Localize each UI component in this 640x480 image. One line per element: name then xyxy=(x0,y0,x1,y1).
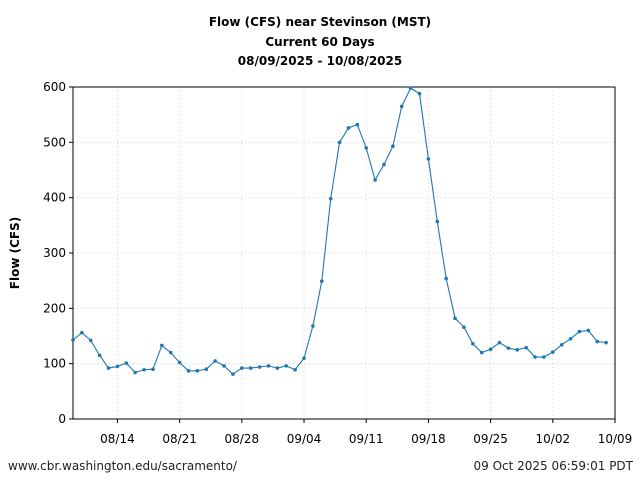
data-point xyxy=(533,355,537,359)
x-tick-label: 08/14 xyxy=(100,432,135,446)
data-point xyxy=(328,196,333,201)
data-point xyxy=(177,360,182,365)
data-point xyxy=(293,367,297,372)
y-tick-label: 600 xyxy=(43,80,66,94)
data-point xyxy=(506,346,511,350)
data-point xyxy=(160,343,164,348)
data-point xyxy=(391,144,395,149)
data-point xyxy=(595,339,600,344)
data-point xyxy=(97,353,102,358)
data-point xyxy=(284,364,289,368)
axes xyxy=(69,86,616,423)
data-point xyxy=(444,276,448,281)
data-point xyxy=(151,367,155,372)
x-tick-label: 08/28 xyxy=(225,432,260,446)
data-point xyxy=(586,328,591,333)
data-point xyxy=(231,372,235,376)
data-point xyxy=(577,329,582,334)
data-point xyxy=(604,340,608,345)
series-group xyxy=(71,86,608,376)
data-point xyxy=(524,345,528,350)
chart-title-line-2: Current 60 Days xyxy=(265,35,375,49)
data-point xyxy=(568,336,573,341)
data-point xyxy=(453,316,457,321)
data-point xyxy=(142,367,146,372)
y-axis-label: Flow (CFS) xyxy=(8,217,22,289)
data-point xyxy=(417,91,422,96)
data-point xyxy=(213,359,217,363)
data-point xyxy=(168,350,173,355)
data-point xyxy=(497,340,502,345)
data-point xyxy=(355,122,360,127)
data-point xyxy=(106,366,111,370)
chart-title-line-3: 08/09/2025 - 10/08/2025 xyxy=(237,54,403,68)
data-point xyxy=(222,364,226,368)
data-point xyxy=(542,355,546,359)
data-point xyxy=(195,369,200,373)
data-point xyxy=(204,367,209,372)
data-point xyxy=(337,140,342,145)
data-point xyxy=(240,366,244,370)
y-tick-label: 0 xyxy=(58,412,66,426)
data-point xyxy=(115,364,120,369)
data-point xyxy=(373,178,377,182)
data-point xyxy=(559,343,564,347)
plot-frame xyxy=(72,86,616,420)
chart-title-line-1: Flow (CFS) near Stevinson (MST) xyxy=(208,15,432,29)
data-point xyxy=(124,361,129,365)
y-tick-label: 100 xyxy=(43,357,66,371)
data-point xyxy=(257,365,262,369)
x-tick-label: 09/04 xyxy=(287,432,322,446)
data-point xyxy=(302,356,306,360)
series-line xyxy=(72,87,607,375)
tick-labels: 0 100 200 300 400 500 600 08/14 08/21 08/28 09/04 0… xyxy=(43,80,632,446)
data-point xyxy=(248,366,253,370)
data-point xyxy=(471,341,475,346)
x-tick-label: 10/09 xyxy=(598,432,633,446)
data-point xyxy=(382,162,386,167)
y-tick-label: 500 xyxy=(43,135,66,149)
data-point xyxy=(435,219,440,224)
data-point xyxy=(488,347,493,352)
data-point xyxy=(426,157,431,161)
data-point xyxy=(408,86,413,90)
data-point xyxy=(479,350,484,355)
x-tick-label: 08/21 xyxy=(162,432,197,446)
y-tick-label: 200 xyxy=(43,301,66,315)
data-point xyxy=(88,338,93,343)
x-tick-label: 10/02 xyxy=(536,432,571,446)
data-point xyxy=(133,370,137,375)
data-point xyxy=(515,348,520,352)
x-tick-label: 09/11 xyxy=(349,432,384,446)
source-url[interactable]: www.cbr.washington.edu/sacramento/ xyxy=(8,459,237,473)
data-point xyxy=(551,350,555,354)
data-point xyxy=(266,364,271,368)
data-point xyxy=(275,366,280,370)
data-point xyxy=(71,338,75,342)
data-point xyxy=(399,104,404,109)
data-point xyxy=(462,325,466,329)
data-point xyxy=(311,324,315,328)
data-point xyxy=(80,330,84,335)
data-point xyxy=(186,369,191,373)
data-point xyxy=(346,126,351,130)
data-point xyxy=(364,146,369,150)
x-tick-label: 09/18 xyxy=(411,432,446,446)
x-tick-label: 09/25 xyxy=(473,432,508,446)
timestamp: 09 Oct 2025 06:59:01 PDT xyxy=(473,459,633,473)
y-tick-label: 300 xyxy=(43,246,66,260)
data-point xyxy=(319,279,324,284)
y-tick-label: 400 xyxy=(43,191,66,205)
